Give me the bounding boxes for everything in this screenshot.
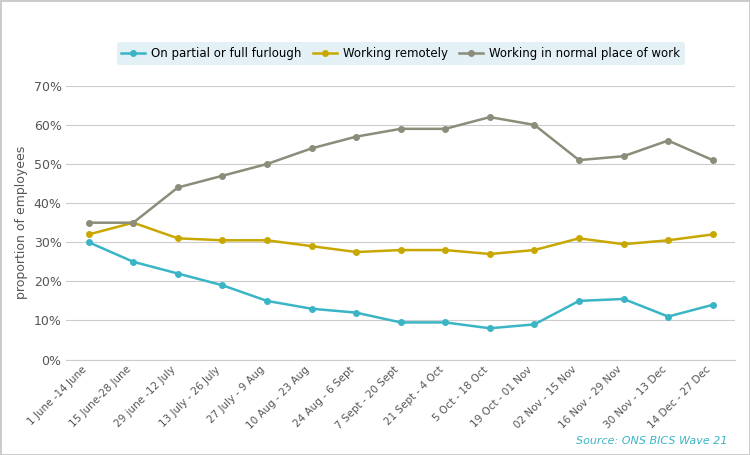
Working in normal place of work — [84, 220, 93, 225]
Working in normal place of work — [218, 173, 227, 178]
Line: Working in normal place of work: Working in normal place of work — [86, 114, 716, 226]
Text: Source: ONS BICS Wave 21: Source: ONS BICS Wave 21 — [576, 436, 728, 446]
On partial or full furlough — [129, 259, 138, 264]
Working remotely — [485, 251, 494, 257]
On partial or full furlough — [664, 314, 673, 319]
Working remotely — [84, 232, 93, 237]
On partial or full furlough — [485, 326, 494, 331]
On partial or full furlough — [708, 302, 717, 308]
Working remotely — [441, 248, 450, 253]
On partial or full furlough — [574, 298, 584, 303]
Working in normal place of work — [173, 185, 182, 190]
Working remotely — [530, 248, 539, 253]
Line: Working remotely: Working remotely — [86, 220, 716, 257]
On partial or full furlough — [441, 320, 450, 325]
Working in normal place of work — [307, 146, 316, 151]
Working remotely — [129, 220, 138, 225]
Working remotely — [218, 238, 227, 243]
On partial or full furlough — [262, 298, 272, 303]
Working in normal place of work — [530, 122, 539, 128]
Working in normal place of work — [262, 162, 272, 167]
Working remotely — [307, 243, 316, 249]
Working in normal place of work — [485, 114, 494, 120]
On partial or full furlough — [173, 271, 182, 276]
Working remotely — [574, 236, 584, 241]
Working in normal place of work — [619, 153, 628, 159]
Working remotely — [619, 242, 628, 247]
Working in normal place of work — [574, 157, 584, 163]
Working remotely — [262, 238, 272, 243]
Working in normal place of work — [708, 157, 717, 163]
On partial or full furlough — [396, 320, 405, 325]
On partial or full furlough — [530, 322, 539, 327]
Working in normal place of work — [664, 138, 673, 143]
On partial or full furlough — [84, 239, 93, 245]
Working in normal place of work — [441, 126, 450, 131]
Working remotely — [664, 238, 673, 243]
On partial or full furlough — [307, 306, 316, 312]
Working in normal place of work — [396, 126, 405, 131]
Legend: On partial or full furlough, Working remotely, Working in normal place of work: On partial or full furlough, Working rem… — [117, 42, 685, 65]
Working remotely — [708, 232, 717, 237]
Line: On partial or full furlough: On partial or full furlough — [86, 239, 716, 331]
On partial or full furlough — [218, 283, 227, 288]
Working in normal place of work — [129, 220, 138, 225]
Working remotely — [173, 236, 182, 241]
Y-axis label: proportion of employees: proportion of employees — [15, 146, 28, 299]
On partial or full furlough — [352, 310, 361, 315]
On partial or full furlough — [619, 296, 628, 302]
Working remotely — [396, 248, 405, 253]
Working in normal place of work — [352, 134, 361, 139]
Working remotely — [352, 249, 361, 255]
